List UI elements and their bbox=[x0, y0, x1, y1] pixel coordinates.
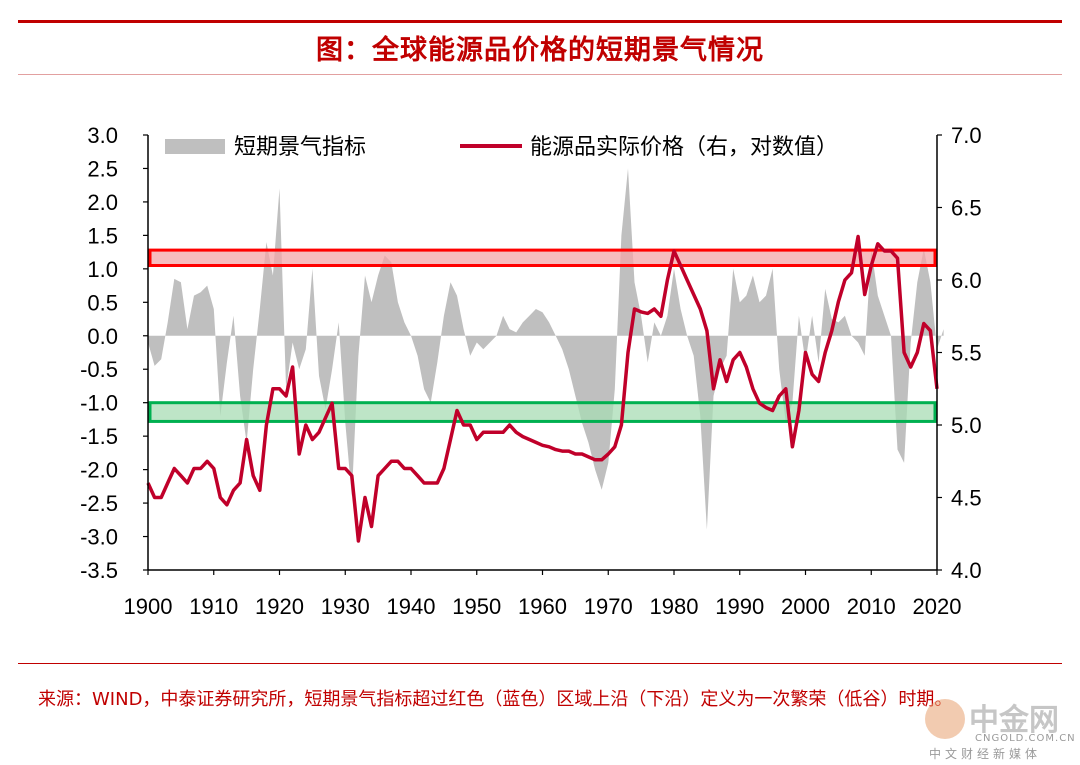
left-tick-label: -2.0 bbox=[80, 458, 118, 483]
chart-title: 图：全球能源品价格的短期景气情况 bbox=[316, 35, 764, 66]
legend-layer: 短期景气指标 能源品实际价格（右，对数值） bbox=[165, 135, 838, 160]
x-tick-label: 1950 bbox=[452, 594, 501, 619]
chart-canvas: 3.0 2.5 2.0 1.5 1.0 0.5 0.0 -0.5 -1.0 -1.5 -2.0 -2.… bbox=[80, 123, 982, 619]
left-tick-label: 0.5 bbox=[87, 290, 118, 315]
right-tick-label: 4.0 bbox=[951, 558, 982, 583]
watermark-name: 中金网 bbox=[969, 703, 1059, 738]
axes-layer: 3.0 2.5 2.0 1.5 1.0 0.5 0.0 -0.5 -1.0 -1.5 -2.0 -2.… bbox=[80, 123, 982, 619]
line-series-energy-real-price bbox=[146, 234, 939, 543]
watermark-logo-icon bbox=[925, 699, 965, 739]
left-tick-label: -2.5 bbox=[80, 491, 118, 516]
line-series-layer bbox=[146, 234, 939, 543]
x-tick-label: 1990 bbox=[715, 594, 764, 619]
watermark: 中金网 CNGOLD.COM.CN 中文财经新媒体 bbox=[925, 693, 1075, 763]
x-tick-label: 1910 bbox=[189, 594, 238, 619]
area-series-layer bbox=[148, 168, 944, 530]
left-tick-label: -0.5 bbox=[80, 357, 118, 382]
right-tick-label: 4.5 bbox=[951, 486, 982, 511]
right-tick-label: 5.0 bbox=[951, 413, 982, 438]
left-tick-label: 2.5 bbox=[87, 156, 118, 181]
source-note: 来源：WIND，中泰证券研究所，短期景气指标超过红色（蓝色）区域上沿（下沿）定义… bbox=[38, 689, 953, 710]
right-tick-label: 5.5 bbox=[951, 341, 982, 366]
right-tick-label: 7.0 bbox=[951, 123, 982, 148]
x-tick-label: 1900 bbox=[124, 594, 173, 619]
watermark-slogan: 中文财经新媒体 bbox=[929, 747, 1042, 761]
left-tick-label: 3.0 bbox=[87, 123, 118, 148]
threshold-bands-layer bbox=[148, 248, 937, 423]
x-tick-label: 1980 bbox=[650, 594, 699, 619]
legend-swatch-area bbox=[165, 139, 225, 154]
left-tick-label: 0.0 bbox=[87, 324, 118, 349]
band-red bbox=[148, 248, 937, 268]
left-tick-label: 2.0 bbox=[87, 190, 118, 215]
area-series-short-term-index bbox=[148, 168, 944, 530]
title-top-rule bbox=[18, 20, 1062, 23]
x-tick-label: 1940 bbox=[387, 594, 436, 619]
left-tick-label: -1.5 bbox=[80, 424, 118, 449]
x-tick-label: 1920 bbox=[255, 594, 304, 619]
right-tick-label: 6.0 bbox=[951, 268, 982, 293]
x-tick-label: 1960 bbox=[518, 594, 567, 619]
source-rule bbox=[18, 663, 1062, 664]
x-tick-label: 1930 bbox=[321, 594, 370, 619]
left-tick-label: 1.5 bbox=[87, 223, 118, 248]
x-tick-label: 1970 bbox=[584, 594, 633, 619]
watermark-domain: CNGOLD.COM.CN bbox=[975, 733, 1076, 744]
left-tick-label: -3.5 bbox=[80, 558, 118, 583]
band-green bbox=[148, 401, 937, 423]
legend-label-area: 短期景气指标 bbox=[234, 135, 366, 160]
title-bottom-rule bbox=[18, 74, 1062, 75]
x-tick-label: 2020 bbox=[913, 594, 962, 619]
left-tick-label: -1.0 bbox=[80, 391, 118, 416]
left-tick-label: 1.0 bbox=[87, 257, 118, 282]
right-tick-label: 6.5 bbox=[951, 196, 982, 221]
left-tick-label: -3.0 bbox=[80, 525, 118, 550]
x-tick-label: 2010 bbox=[847, 594, 896, 619]
legend-label-line: 能源品实际价格（右，对数值） bbox=[530, 135, 838, 160]
x-tick-label: 2000 bbox=[781, 594, 830, 619]
